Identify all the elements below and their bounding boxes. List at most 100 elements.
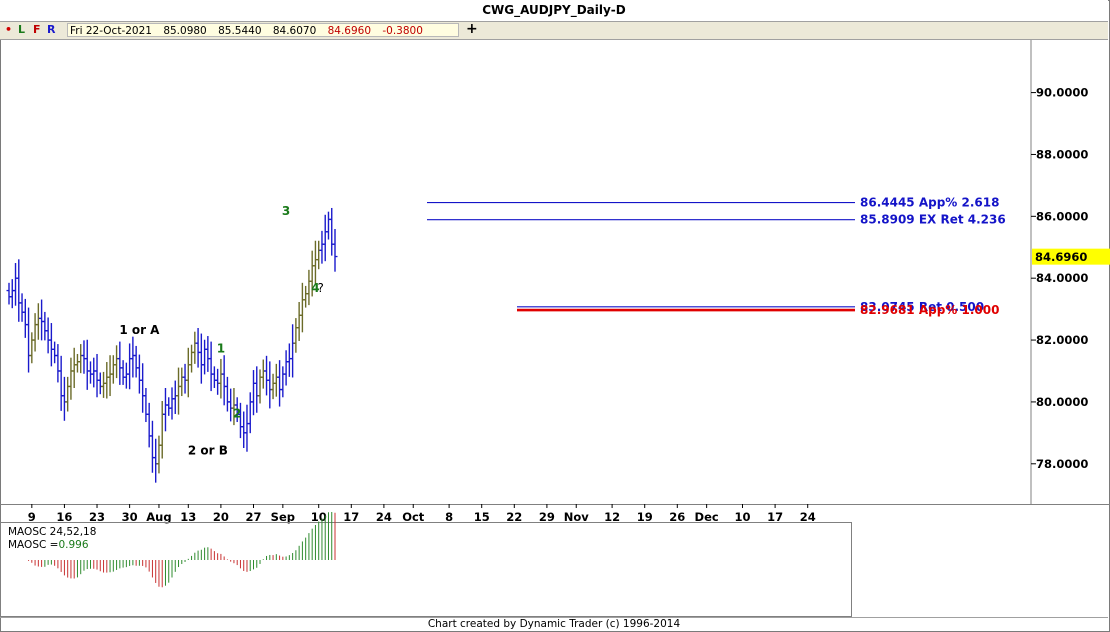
record-dot-icon[interactable]: • — [5, 23, 13, 36]
time-tick-label: 10 — [311, 510, 327, 524]
ohlc-bar — [101, 371, 107, 398]
wave-label: 1 — [217, 341, 225, 355]
ohlc-bar — [316, 240, 322, 270]
ohlc-bar — [127, 343, 133, 390]
time-tick-label: Dec — [695, 510, 719, 524]
ohlc-bar — [254, 366, 260, 413]
ohlc-bar — [149, 420, 155, 473]
price-tick-label: 86.0000 — [1036, 209, 1088, 223]
time-tick-label: 24 — [376, 510, 392, 524]
time-tick-label: 22 — [506, 510, 522, 524]
price-chart[interactable]: 90.0000 88.0000 86.0000 84.0000 82.0000 80.00… — [0, 0, 1110, 617]
ohlc-bar — [16, 259, 22, 322]
ohlc-bar — [296, 302, 302, 341]
ohlc-bar — [22, 298, 28, 338]
ohlc-bar — [277, 360, 283, 407]
ohlc-bar — [192, 331, 198, 364]
time-tick-label: 29 — [539, 510, 555, 524]
time-tick-label: 19 — [637, 510, 653, 524]
ohlc-bar — [42, 311, 48, 341]
ohlc-close: 84.6960 — [327, 25, 372, 37]
ohlc-bar — [247, 392, 253, 434]
time-tick-label: 27 — [245, 510, 261, 524]
osc-title: MAOSC 24,52,18 — [8, 526, 96, 538]
ohlc-bar — [130, 336, 136, 378]
ohlc-bar — [156, 435, 162, 474]
ohlc-bar — [26, 307, 32, 373]
projection-label: 83.0745 Ret 0.500 — [860, 300, 984, 314]
ohlc-bar — [78, 344, 84, 374]
ohlc-bar — [104, 362, 110, 399]
ohlc-bar — [88, 361, 93, 384]
ohlc-bar — [224, 376, 230, 412]
ohlc-bar — [319, 230, 325, 264]
ohlc-bar — [9, 279, 15, 309]
time-tick-label: 17 — [343, 510, 359, 524]
ohlc-bar — [84, 339, 90, 390]
ohlc-date: Fri 22-Oct-2021 — [70, 25, 152, 37]
wave-label: 3 — [282, 204, 290, 218]
price-tick-label: 84.0000 — [1036, 271, 1088, 285]
add-icon[interactable]: + — [466, 21, 478, 37]
ohlc-bar — [117, 341, 123, 385]
ohlc-bar — [176, 367, 182, 415]
projection-label: 86.4445 App% 2.618 — [860, 196, 999, 210]
ohlc-bar — [251, 370, 256, 416]
current-price-label: 84.6960 — [1035, 250, 1087, 264]
ohlc-bar — [241, 411, 247, 449]
ohlc-bar — [205, 336, 211, 372]
wave-label: 4 — [311, 281, 319, 295]
time-tick-label: 13 — [180, 510, 196, 524]
ohlc-bar — [65, 376, 71, 412]
ohlc-bar — [293, 318, 299, 353]
ohlc-bar — [48, 323, 54, 367]
ohlc-bar — [166, 397, 172, 416]
ohlc-bar — [136, 354, 142, 394]
ohlc-bar — [120, 360, 126, 385]
ohlc-bar — [35, 303, 41, 340]
ohlc-bar — [260, 359, 266, 389]
ohlc-bar — [185, 347, 191, 398]
projection-label: 85.8909 EX Ret 4.236 — [860, 213, 1006, 227]
ohlc-bar — [280, 366, 286, 398]
ohlc-bar — [13, 263, 19, 306]
ohlc-bar — [159, 400, 165, 459]
ohlc-change: -0.3800 — [382, 25, 423, 37]
ohlc-readout: Fri 22-Oct-2021 85.0980 85.5440 84.6070 … — [67, 23, 459, 37]
ohlc-bar — [133, 345, 139, 378]
ohlc-bar — [172, 380, 178, 414]
ohlc-bar — [55, 344, 61, 383]
ohlc-bar — [143, 388, 149, 423]
ohlc-low: 84.6070 — [272, 25, 317, 37]
ohlc-bar — [273, 363, 279, 397]
time-tick-label: Nov — [564, 510, 590, 524]
ohlc-bar — [94, 353, 100, 398]
time-tick-label: Sep — [271, 510, 295, 524]
ohlc-bar — [195, 327, 201, 368]
ohlc-bar — [215, 368, 221, 395]
ohlc-bar — [329, 207, 335, 256]
ohlc-bar — [29, 332, 35, 364]
projection-label: 82.9681 App% 1.000 — [860, 303, 999, 317]
ohlc-bar — [218, 358, 224, 399]
ohlc-bar — [97, 372, 103, 395]
price-tick-label: 80.0000 — [1036, 395, 1088, 409]
ohlc-open: 85.0980 — [163, 25, 207, 37]
f-button[interactable]: F — [33, 23, 41, 36]
time-tick-label: 9 — [28, 510, 36, 524]
ohlc-bar — [202, 339, 208, 375]
ohlc-bar — [123, 362, 129, 389]
ohlc-bar — [52, 341, 58, 364]
ohlc-bar — [107, 355, 113, 397]
ohlc-bar — [39, 299, 45, 341]
ohlc-bar — [267, 361, 273, 409]
osc-value-label: MAOSC =0.996 — [8, 539, 89, 551]
ohlc-high: 85.5440 — [218, 25, 262, 37]
ohlc-bar — [61, 376, 67, 421]
ohlc-bar — [153, 438, 159, 483]
time-tick-label: 10 — [734, 510, 750, 524]
time-tick-label: 24 — [800, 510, 816, 524]
wave-label: 2 or B — [188, 444, 228, 458]
l-button[interactable]: L — [18, 23, 26, 36]
r-button[interactable]: R — [47, 23, 56, 36]
